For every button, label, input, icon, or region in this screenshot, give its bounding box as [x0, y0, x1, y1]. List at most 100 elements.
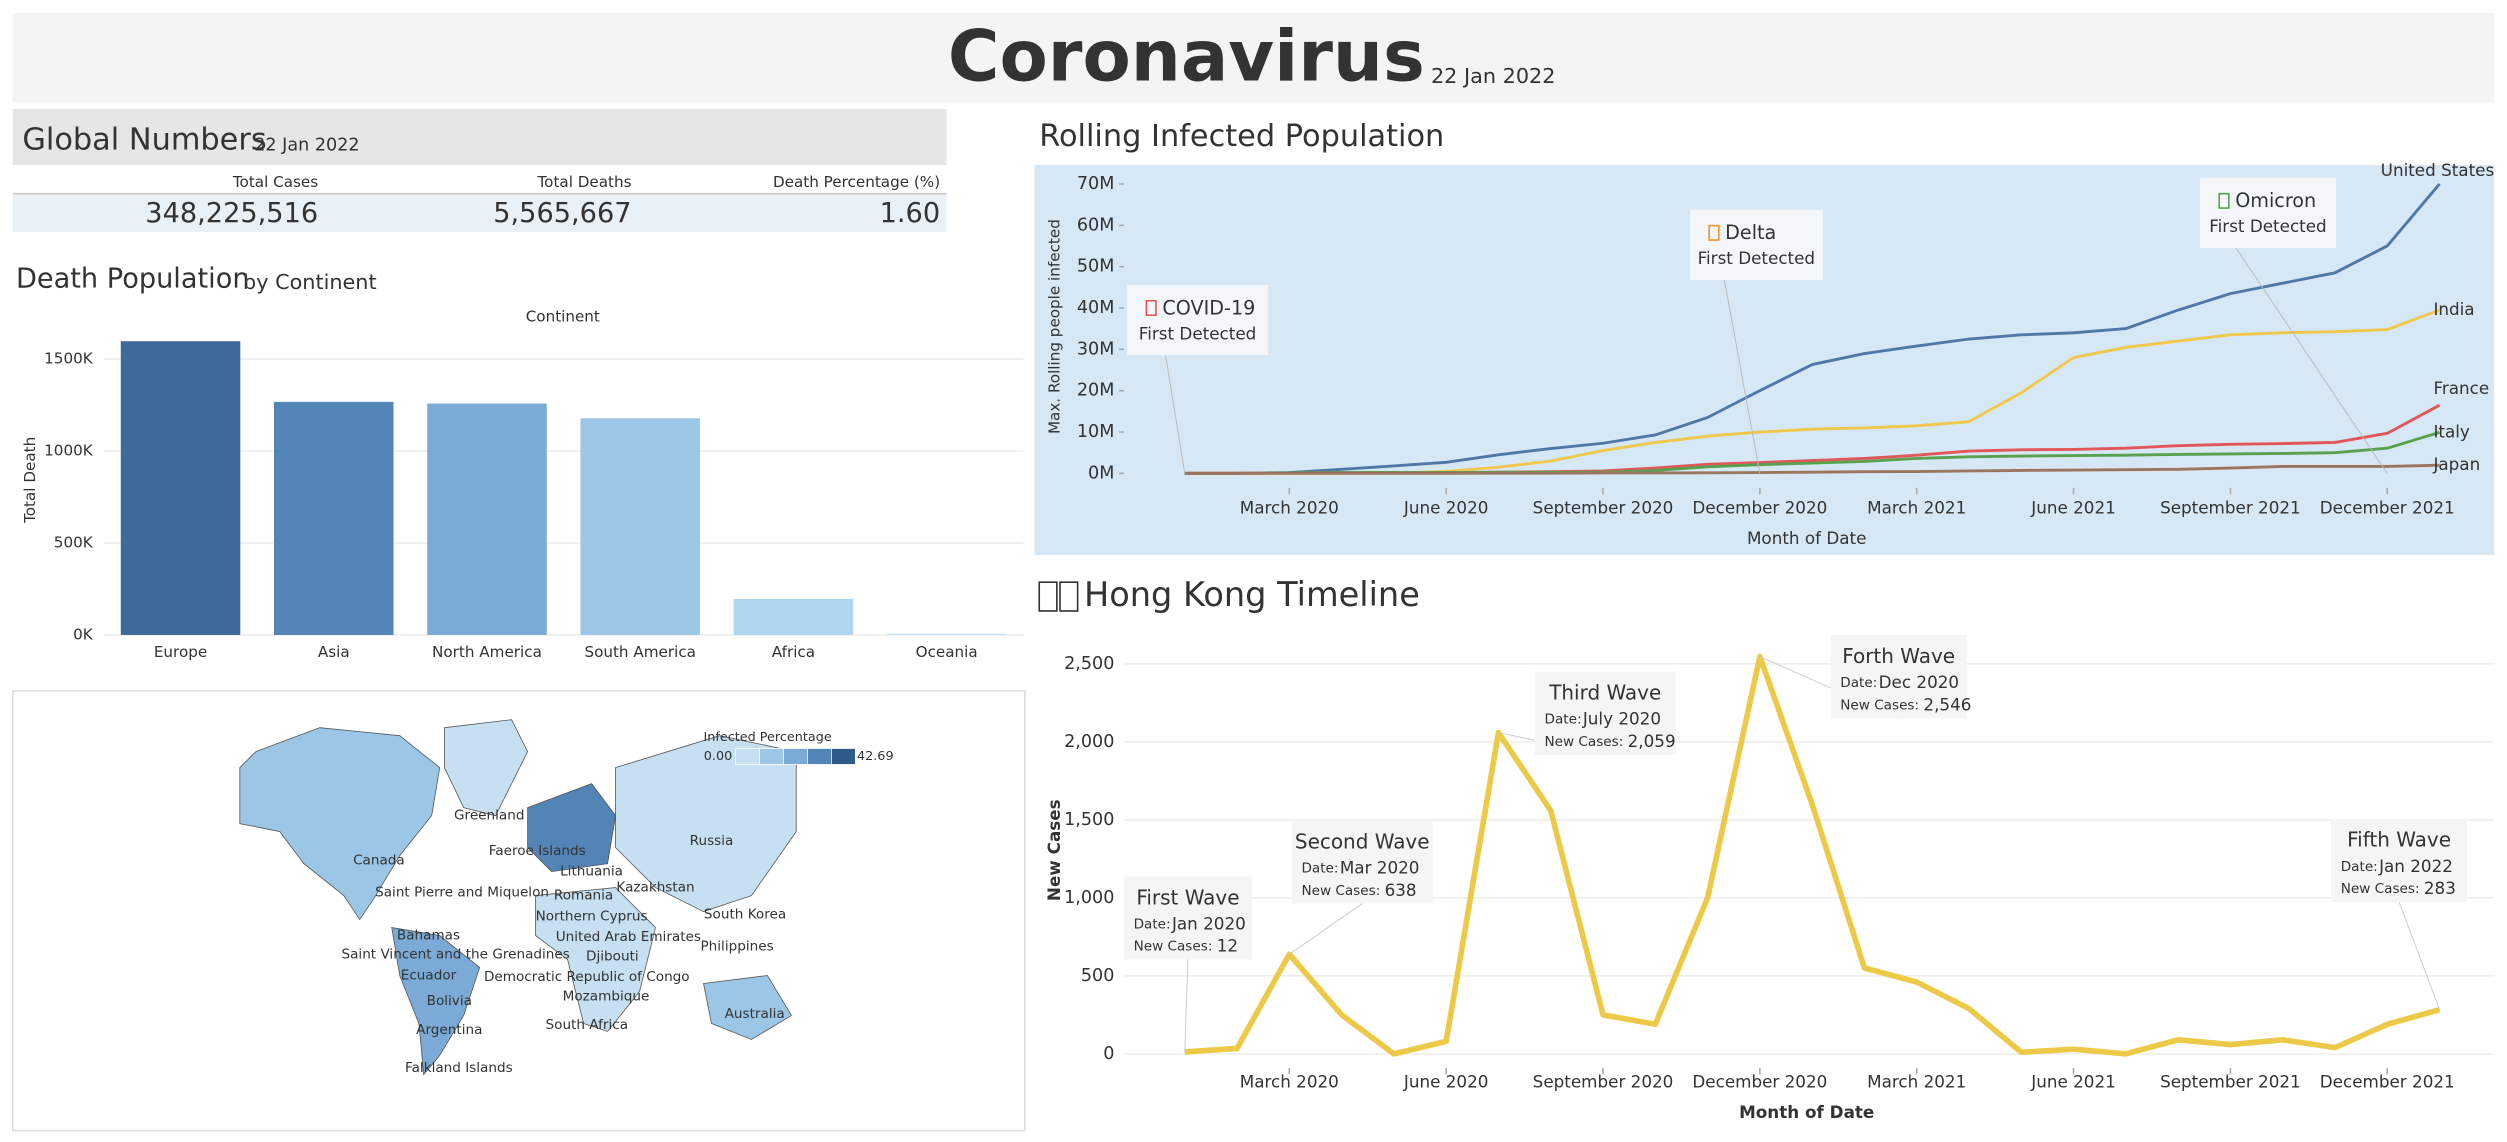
annotation-name: Third Wave: [1548, 681, 1661, 705]
y-tick-label: 20M: [1077, 381, 1115, 401]
y-axis-title: Total Death: [21, 437, 39, 524]
bar: [733, 598, 854, 635]
y-tick-label: 1000K: [44, 442, 94, 460]
x-tick-label: September 2020: [1533, 498, 1674, 518]
y-tick-label: 500K: [54, 534, 94, 552]
annotation-date-label: Date:: [1840, 675, 1877, 691]
map-legend-title: Infected Percentage: [703, 730, 831, 745]
annotation-text: First Detected: [2209, 216, 2326, 236]
country-label: Mozambique: [563, 988, 650, 1004]
y-axis-title: Max. Rolling people infected: [1046, 219, 1064, 434]
header-bg: [12, 13, 2495, 103]
y-axis-title: New Cases: [1044, 799, 1064, 901]
north-america: [239, 727, 441, 921]
annotation-box: [1689, 209, 1823, 281]
bar: [886, 633, 1007, 635]
x-tick-label: December 2021: [2320, 1072, 2455, 1092]
y-tick-label: 30M: [1077, 339, 1115, 359]
country-label: Lithuania: [560, 864, 623, 880]
country-label: Philippines: [700, 939, 773, 955]
x-tick-label: Africa: [772, 643, 815, 661]
map-legend-swatch: [783, 748, 808, 765]
map-legend-swatch: [831, 748, 856, 765]
annotation-name: COVID-19: [1162, 296, 1255, 319]
annotation-cases-label: New Cases:: [1301, 883, 1380, 899]
annotation-date-label: Date:: [1544, 712, 1581, 728]
map-legend-swatch: [759, 748, 784, 765]
global-row-bg: [12, 193, 947, 233]
country-label: Argentina: [416, 1022, 482, 1038]
annotation-connector: [1289, 903, 1363, 955]
annotation-box: [1534, 671, 1676, 755]
annotation-date: July 2020: [1582, 709, 1661, 729]
country-label: United Arab Emirates: [556, 929, 701, 945]
x-tick-label: March 2020: [1240, 1072, 1339, 1092]
annotation-name: Omicron: [2235, 189, 2316, 212]
country-label: South Korea: [704, 907, 786, 923]
country-label: Northern Cyprus: [536, 908, 648, 924]
country-label: Saint Vincent and the Grenadines: [341, 947, 569, 963]
y-tick-label: 0: [1103, 1044, 1114, 1064]
y-tick-label: 1,000: [1064, 888, 1114, 908]
country-label: Romania: [554, 888, 613, 904]
y-tick-label: 500: [1081, 966, 1115, 986]
country-label: Falkland Islands: [405, 1060, 513, 1076]
x-tick-label: Oceania: [916, 643, 978, 661]
x-axis-title: Month of Date: [1747, 528, 1866, 548]
global-title: Global Numbers: [22, 122, 266, 157]
flag-glyph: [1038, 581, 1058, 612]
africa: [535, 887, 656, 1032]
annotation-connector: [1723, 279, 1761, 474]
country-label: Bolivia: [427, 993, 472, 1009]
asia: [615, 735, 797, 912]
annotation-date: Jan 2022: [2378, 856, 2453, 876]
annotation-box: [2200, 177, 2336, 249]
global-header: Death Percentage (%): [773, 173, 940, 191]
x-axis-title: Month of Date: [1739, 1102, 1874, 1122]
map-legend-min: 0.00: [704, 749, 732, 764]
annotation-connector: [2398, 901, 2440, 1010]
annotation-connector: [1184, 959, 1189, 1053]
x-tick-label: December 2020: [1692, 1072, 1827, 1092]
annotation-icon: [1708, 224, 1720, 241]
x-tick-label: June 2021: [2030, 498, 2116, 518]
annotation-cases: 283: [2424, 878, 2456, 898]
south-america: [391, 927, 481, 1076]
flag-glyph: [1059, 581, 1079, 612]
annotation-connector: [2235, 247, 2388, 474]
annotation-text: First Detected: [1698, 248, 1815, 268]
x-tick-label: June 2020: [1403, 1072, 1489, 1092]
annotation-connector: [1165, 355, 1186, 474]
annotation-cases-label: New Cases:: [1134, 939, 1213, 955]
y-tick-label: 0M: [1088, 463, 1114, 483]
series-line: [1184, 653, 2441, 1057]
annotation-cases: 2,546: [1923, 694, 1971, 714]
annotation-date-label: Date:: [1134, 916, 1171, 932]
country-label: South Africa: [546, 1017, 629, 1033]
y-tick-label: 10M: [1077, 422, 1115, 442]
country-label: Canada: [353, 852, 405, 868]
bar: [274, 401, 394, 635]
x-tick-label: June 2020: [1403, 498, 1489, 518]
bar: [427, 403, 547, 635]
y-tick-label: 1,500: [1064, 810, 1114, 830]
global-value: 348,225,516: [145, 198, 318, 229]
x-tick-label: September 2021: [2160, 1072, 2301, 1092]
annotation-date: Dec 2020: [1879, 672, 1959, 692]
map-legend-swatch: [807, 748, 832, 765]
x-tick-label: December 2021: [2320, 498, 2455, 518]
annotation-cases-label: New Cases:: [1544, 734, 1623, 750]
annotation-text: First Detected: [1139, 323, 1256, 343]
y-tick-label: 60M: [1077, 215, 1115, 235]
annotation-box: [1291, 820, 1433, 904]
y-tick-label: 70M: [1077, 174, 1115, 194]
series-end-label: India: [2433, 299, 2474, 319]
y-tick-label: 1500K: [44, 350, 94, 368]
chart-title: Rolling Infected Population: [1039, 119, 1444, 154]
bar: [580, 418, 700, 635]
country-label: Kazakhstan: [616, 880, 694, 896]
map-shapes: [239, 719, 797, 1076]
chart-title: Hong Kong Timeline: [1084, 575, 1420, 614]
country-label: Greenland: [454, 808, 524, 824]
